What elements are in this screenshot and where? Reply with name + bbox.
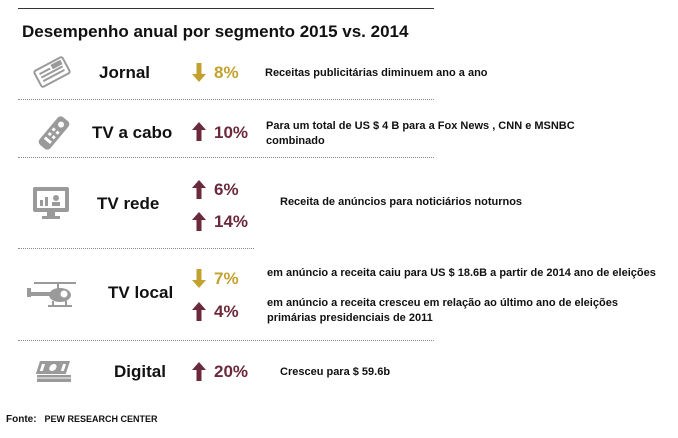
up-arrow-icon: [192, 122, 206, 141]
source-label: Fonte:: [6, 414, 37, 425]
top-rule: [18, 8, 434, 9]
remote-control-icon: [38, 116, 70, 150]
change-description: Para um total de US $ 4 B para a Fox New…: [266, 120, 575, 147]
change-description: Cresceu para $ 59.6b: [280, 366, 391, 378]
change-value: 20%: [214, 362, 249, 381]
segment-label-tv-rede: TV rede: [97, 194, 160, 213]
change-description: Receita de anúncios para noticiários not…: [280, 196, 523, 208]
source-name: PEW RESEARCH CENTER: [44, 414, 158, 424]
separator: [18, 248, 254, 249]
change-description: em anúncio a receita caiu para US $ 18.6…: [267, 267, 656, 279]
separator: [18, 340, 434, 341]
down-arrow-icon: [192, 63, 206, 82]
up-arrow-icon: [192, 362, 206, 381]
segment-label-tv-a-cabo: TV a cabo: [92, 123, 173, 142]
change-value: 8%: [214, 63, 239, 82]
change-value: 4%: [214, 302, 239, 321]
tv-monitor-icon: [33, 187, 69, 219]
chart-title: Desempenho anual por segmento 2015 vs. 2…: [22, 22, 409, 41]
up-arrow-icon: [192, 302, 206, 321]
change-description: Receitas publicitárias diminuem ano a an…: [265, 67, 488, 79]
up-arrow-icon: [192, 212, 206, 231]
segment-label-digital: Digital: [114, 362, 166, 381]
newspaper-icon: [33, 56, 71, 88]
change-value: 7%: [214, 269, 239, 288]
change-value: 14%: [214, 212, 249, 231]
separator: [18, 157, 434, 158]
change-value: 10%: [214, 123, 249, 142]
segment-label-tv-local: TV local: [108, 283, 174, 302]
change-description: em anúncio a receita cresceu em relação …: [267, 297, 618, 324]
helicopter-icon: [27, 282, 76, 307]
separator: [18, 99, 434, 100]
down-arrow-icon: [192, 269, 206, 288]
up-arrow-icon: [192, 180, 206, 199]
money-stack-icon: [35, 361, 71, 382]
segment-label-jornal: Jornal: [99, 63, 151, 82]
source-note: Fonte: PEW RESEARCH CENTER: [6, 414, 158, 425]
change-value: 6%: [214, 180, 239, 199]
